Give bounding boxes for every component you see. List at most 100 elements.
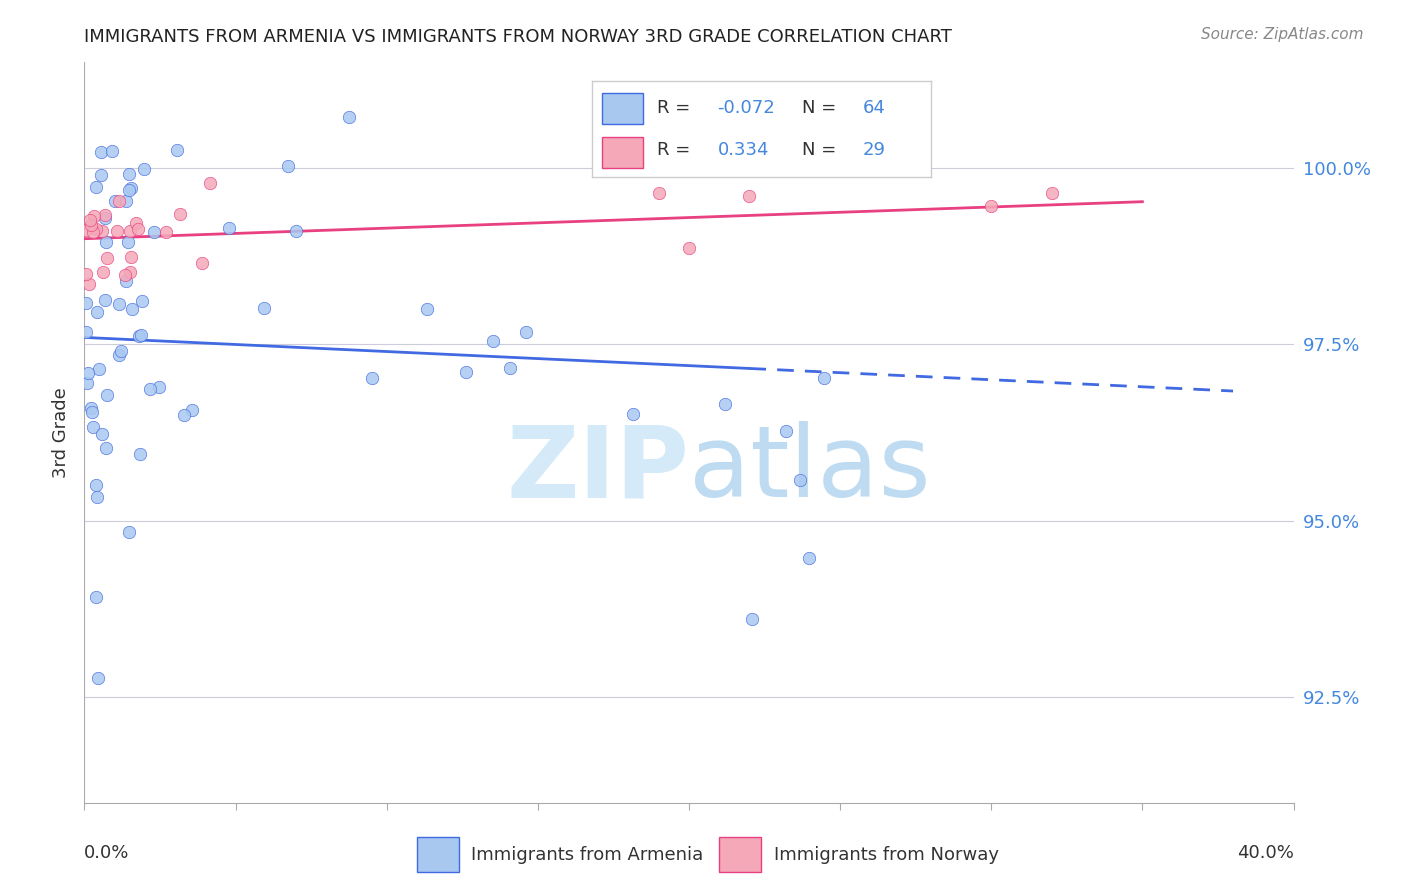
Point (169, 207, 191, 221)
Point (94, 211, 117, 225)
Point (118, 224, 141, 238)
Point (131, 294, 153, 309)
Point (775, 424, 797, 438)
Point (678, 241, 700, 255)
Point (96, 388, 118, 402)
Point (84, 221, 107, 235)
Point (75, 267, 97, 281)
Point (76, 376, 98, 390)
Point (84, 180, 107, 194)
Point (96, 441, 118, 455)
Point (253, 301, 276, 315)
Point (108, 194, 131, 208)
Point (218, 221, 240, 235)
Point (90, 168, 112, 182)
Point (515, 326, 537, 340)
Point (90, 145, 112, 160)
Point (416, 302, 439, 317)
Point (813, 371, 835, 385)
Point (339, 111, 361, 125)
Point (118, 265, 141, 279)
Point (118, 525, 141, 540)
Point (75, 223, 97, 237)
Point (96, 252, 118, 266)
Text: 0.0%: 0.0% (84, 844, 129, 862)
Point (76, 325, 98, 339)
Point (285, 223, 308, 237)
Point (128, 329, 150, 343)
Point (86, 305, 108, 319)
Point (198, 176, 221, 190)
Point (360, 371, 382, 385)
Point (454, 365, 477, 379)
Point (166, 143, 188, 157)
Text: 40.0%: 40.0% (1237, 844, 1294, 862)
Point (90, 224, 112, 238)
Point (132, 162, 155, 177)
Point (117, 235, 139, 250)
Point (82, 225, 104, 239)
Point (143, 225, 166, 239)
Point (115, 194, 138, 208)
Point (118, 183, 141, 197)
Point (91, 265, 114, 279)
Point (86, 478, 108, 492)
Point (127, 222, 149, 236)
Point (107, 348, 129, 362)
Point (173, 408, 195, 422)
Point (1040, 186, 1063, 200)
Point (118, 168, 141, 182)
Point (789, 473, 811, 487)
Point (181, 403, 204, 417)
Point (75, 295, 97, 310)
Point (738, 189, 761, 203)
Point (120, 180, 142, 194)
Y-axis label: 3rd Grade: 3rd Grade (52, 387, 70, 478)
Point (108, 297, 131, 311)
Point (94, 208, 117, 222)
Point (125, 216, 148, 230)
Point (797, 550, 820, 565)
Text: IMMIGRANTS FROM ARMENIA VS IMMIGRANTS FROM NORWAY 3RD GRADE CORRELATION CHART: IMMIGRANTS FROM ARMENIA VS IMMIGRANTS FR… (84, 28, 952, 45)
Point (139, 382, 162, 396)
Point (94, 293, 117, 307)
Point (277, 160, 299, 174)
Point (101, 144, 124, 158)
Point (648, 186, 671, 200)
Point (104, 194, 127, 209)
Point (980, 199, 1002, 213)
Point (623, 407, 645, 421)
Point (80, 218, 103, 232)
Point (129, 328, 152, 343)
Point (129, 447, 152, 461)
Point (77, 277, 100, 291)
Text: Source: ZipAtlas.com: Source: ZipAtlas.com (1201, 27, 1364, 42)
Point (121, 302, 143, 317)
Text: ZIP: ZIP (506, 421, 689, 518)
Point (96, 235, 118, 250)
Point (114, 268, 136, 282)
Point (79, 401, 101, 416)
Point (82, 405, 104, 419)
Point (86, 490, 108, 504)
Point (82, 419, 104, 434)
Point (87, 361, 110, 376)
Text: atlas: atlas (689, 421, 931, 518)
Point (77, 366, 100, 380)
Point (79, 213, 101, 227)
Point (741, 612, 763, 626)
Point (91, 427, 114, 442)
Point (105, 224, 128, 238)
Point (87, 671, 110, 685)
Point (713, 397, 735, 411)
Point (83, 210, 105, 224)
Point (120, 250, 142, 264)
Point (482, 334, 505, 349)
Point (114, 274, 136, 288)
Point (190, 256, 212, 270)
Point (110, 343, 132, 358)
Point (84, 591, 107, 605)
Point (498, 360, 520, 375)
Point (155, 225, 177, 239)
Point (148, 380, 170, 394)
